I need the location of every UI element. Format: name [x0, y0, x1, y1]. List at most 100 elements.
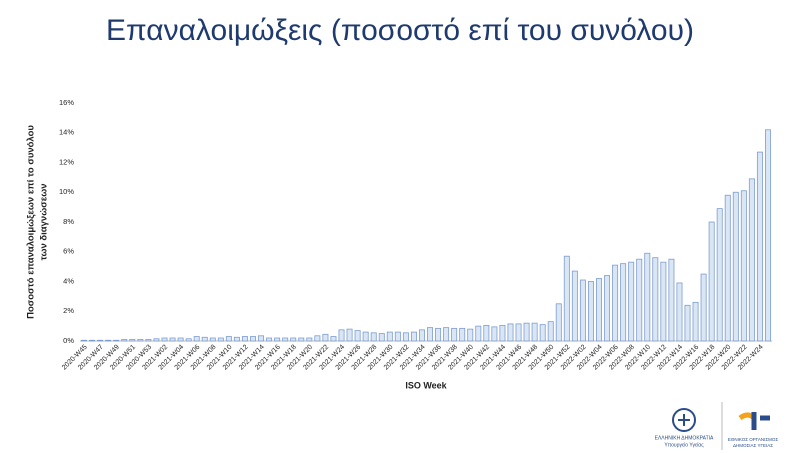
- bar: [161, 337, 168, 342]
- bar: [499, 324, 506, 342]
- bar: [354, 330, 361, 342]
- bar: [362, 331, 369, 342]
- bar: [636, 258, 643, 342]
- y-axis-label: των διαγνώσεων: [39, 183, 50, 260]
- emblem: [672, 408, 696, 432]
- bar: [378, 333, 385, 342]
- bar: [314, 335, 321, 342]
- bar: [121, 339, 128, 342]
- bar: [579, 279, 586, 342]
- bar: [451, 327, 458, 342]
- bar: [475, 325, 482, 342]
- bar: [394, 331, 401, 342]
- eody-text: ΔΗΜΟΣΙΑΣ ΥΓΕΙΑΣ: [733, 443, 773, 448]
- bar: [547, 321, 554, 342]
- y-axis-label: Ποσοστό επαναλοιμώξεων επί το συνόλου: [26, 125, 37, 319]
- bar: [306, 337, 313, 342]
- bar: [515, 323, 522, 342]
- bar: [153, 338, 160, 342]
- bar: [290, 337, 297, 342]
- bar: [282, 337, 289, 342]
- bar: [209, 337, 216, 342]
- bar: [105, 339, 112, 342]
- bar: [201, 336, 208, 342]
- bar: [258, 335, 265, 342]
- bar: [185, 338, 192, 342]
- y-tick-label: 14%: [59, 128, 74, 137]
- y-tick-label: 4%: [63, 276, 74, 285]
- bar: [169, 337, 176, 342]
- bar: [620, 263, 627, 342]
- bar: [628, 261, 635, 342]
- y-tick-label: 0%: [63, 336, 74, 345]
- bar: [684, 304, 691, 342]
- bar: [177, 337, 184, 342]
- bar: [193, 336, 200, 342]
- logo-ministry: ΕΛΛΗΝΙΚΗ ΔΗΜΟΚΡΑΤΙΑ Υπουργείο Υγείας: [655, 408, 714, 448]
- y-tick-label: 10%: [59, 187, 74, 196]
- eody-text: ΕΘΝΙΚΟΣ ΟΡΓΑΝΙΣΜΟΣ: [728, 437, 778, 442]
- y-tick-label: 16%: [59, 98, 74, 107]
- x-axis-label: ISO Week: [405, 380, 447, 390]
- bar: [217, 337, 224, 342]
- bar: [765, 129, 771, 342]
- bar: [330, 336, 337, 342]
- bar: [555, 303, 562, 342]
- bar: [732, 191, 739, 342]
- y-tick-label: 12%: [59, 157, 74, 166]
- bar: [81, 339, 87, 342]
- bar: [748, 178, 755, 342]
- logo-eody: ΕΘΝΙΚΟΣ ΟΡΓΑΝΙΣΜΟΣ ΔΗΜΟΣΙΑΣ ΥΓΕΙΑΣ: [728, 412, 778, 448]
- bar: [137, 339, 144, 342]
- bar: [491, 326, 498, 342]
- bar: [740, 190, 747, 342]
- bar: [427, 327, 433, 342]
- bar: [145, 339, 152, 342]
- bar: [724, 194, 731, 342]
- y-tick-label: 2%: [63, 306, 74, 315]
- bar: [563, 255, 570, 342]
- bar: [692, 301, 699, 342]
- bar: [612, 264, 619, 342]
- bar: [587, 281, 594, 342]
- bar: [298, 337, 305, 342]
- y-tick-label: 8%: [63, 217, 74, 226]
- bar: [571, 270, 578, 342]
- bar: [459, 327, 466, 342]
- ministry-text: ΕΛΛΗΝΙΚΗ ΔΗΜΟΚΡΑΤΙΑ: [655, 435, 714, 441]
- bar: [97, 339, 104, 342]
- bar: [233, 336, 240, 342]
- bar: [467, 328, 474, 342]
- bar: [129, 339, 136, 342]
- bar: [596, 278, 602, 342]
- bar: [483, 324, 490, 342]
- bar: [676, 282, 683, 342]
- bar: [443, 327, 450, 342]
- bar: [370, 332, 377, 342]
- bar: [386, 331, 393, 342]
- chart-title: Επαναλοιμώξεις (ποσοστό επί του συνόλου): [106, 14, 694, 47]
- bar: [322, 333, 329, 342]
- bar: [419, 329, 425, 342]
- bar: [507, 323, 514, 342]
- bar: [274, 337, 281, 342]
- bar: [266, 337, 273, 342]
- bar: [708, 221, 715, 342]
- bar: [250, 336, 256, 342]
- bar: [225, 336, 232, 342]
- ministry-text: Υπουργείο Υγείας: [664, 442, 704, 448]
- bar: [402, 332, 409, 342]
- y-tick-label: 6%: [63, 247, 74, 256]
- emblem-cross: [678, 414, 690, 426]
- bar: [700, 273, 707, 342]
- bar: [652, 257, 659, 342]
- bar: [523, 322, 530, 342]
- bar: [113, 339, 120, 342]
- bar: [338, 329, 345, 342]
- bar: [660, 261, 667, 342]
- bar: [756, 151, 763, 342]
- bar: [539, 324, 546, 342]
- bar: [435, 327, 442, 342]
- bar: [241, 336, 248, 342]
- bar: [716, 208, 723, 342]
